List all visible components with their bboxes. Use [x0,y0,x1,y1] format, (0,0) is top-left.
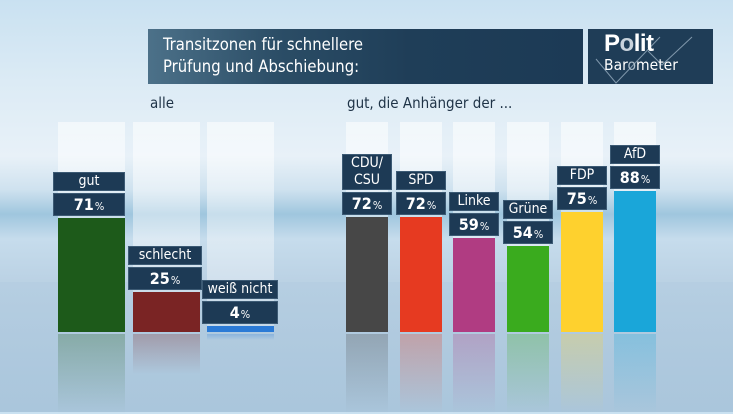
logo-polit: Polit [604,30,654,57]
value-number: 75 [566,189,587,208]
bar-spd [400,216,442,332]
bar-linke [453,237,495,332]
percent-sign: % [479,219,490,233]
bar-afd [614,191,656,332]
value-number: 25 [149,269,170,288]
value-label: 54% [503,220,553,244]
category-label: Grüne [503,199,553,219]
title-line-1: Transitzonen für schnellere [163,35,364,54]
bar-reflection [58,334,125,414]
bar-reflection [346,334,388,414]
percent-sign: % [94,200,105,214]
bar-cducsu [346,216,388,332]
category-label: gut [53,172,125,192]
category-label: schlecht [128,246,202,265]
percent-sign: % [426,198,437,212]
bar-reflection [507,334,549,414]
value-number: 71 [73,195,94,215]
value-number: 59 [458,214,479,234]
category-label: weiß nicht [202,279,278,299]
value-label: 75% [557,187,607,210]
value-label: 59% [449,212,499,236]
bar-reflection [614,334,656,414]
percent-sign: % [587,194,598,207]
bar-reflection [453,334,495,414]
value-label: 25% [128,267,202,290]
title-box: Transitzonen für schnellere Prüfung und … [148,29,583,84]
percent-sign: % [533,227,544,241]
bar-schlecht [133,292,200,332]
value-number: 72 [405,193,426,213]
value-label: 4% [202,300,278,324]
category-label: Linke [449,191,499,211]
value-number: 4 [229,302,240,322]
bar-reflection [207,334,274,341]
value-label: 72% [342,191,392,215]
bar-reflection [400,334,442,414]
category-label: AfD [610,145,660,165]
percent-sign: % [170,274,181,287]
bar-reflection [561,334,603,414]
percent-sign: % [640,173,651,187]
bar-gut [58,218,125,332]
value-label: 72% [396,191,446,215]
value-number: 88 [619,168,640,188]
category-label: SPD [396,170,446,190]
checkmark-icon [595,36,693,84]
bar-weißnicht [207,325,274,332]
section-label-supporters: gut, die Anhänger der ... [347,94,513,112]
value-number: 54 [512,222,533,242]
section-label-all: alle [150,94,175,112]
politbarometer-logo: Polit Barometer [588,29,713,84]
percent-sign: % [372,198,383,212]
logo-barometer: Barometer [604,56,678,74]
bar-grüne [507,245,549,332]
value-label: 71% [53,193,125,217]
title-line-2: Prüfung und Abschiebung: [163,57,360,76]
value-number: 72 [351,193,372,213]
percent-sign: % [240,307,251,321]
bar-fdp [561,212,603,332]
bar-reflection [133,334,200,374]
category-label: FDP [557,166,607,185]
value-label: 88% [610,166,660,190]
category-label: CDU/CSU [342,153,392,190]
